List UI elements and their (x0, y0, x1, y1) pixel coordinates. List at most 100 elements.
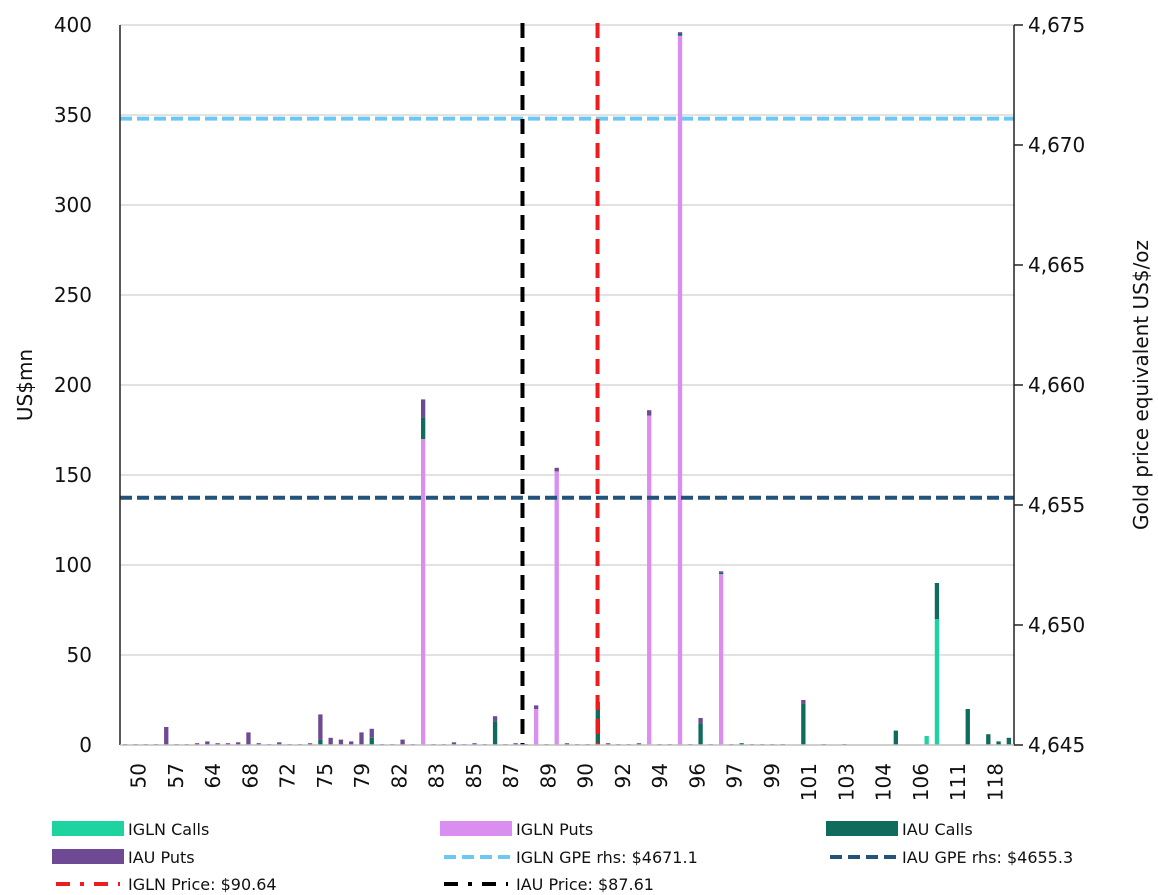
bar-iauPuts (605, 743, 611, 745)
bar-iauPuts (451, 742, 457, 745)
x-tick-label: 90 (574, 763, 598, 788)
left-axis-ticks: 0 50 100 150 200 250 300 350 400 (54, 13, 92, 757)
bar-iauPuts (256, 743, 261, 745)
y-tick-label: 150 (54, 463, 92, 487)
bar-iauCalls (739, 743, 744, 745)
y-tick-label: 200 (54, 373, 92, 397)
bar-iauPuts (369, 728, 374, 738)
x-tick-label: 96 (685, 763, 709, 788)
bar-iauPuts (718, 571, 724, 573)
bar-iauPuts (420, 399, 426, 418)
x-tick-label: 50 (127, 763, 151, 788)
y-tick-label: 50 (67, 643, 92, 667)
y-tick-label: 0 (79, 733, 92, 757)
bar-iglnPuts (554, 471, 559, 745)
bar-iauCalls (369, 737, 374, 745)
x-tick-label: 85 (462, 763, 486, 788)
x-tick-label: 118 (983, 763, 1007, 801)
legend-swatch (52, 821, 124, 836)
x-tick-label: 87 (499, 763, 523, 788)
bar-iauPuts (215, 743, 220, 745)
legend-label: IGLN Puts (516, 820, 593, 839)
bar-iauPuts (564, 743, 570, 745)
x-tick-label: 68 (238, 763, 262, 788)
y-tick-label: 250 (54, 283, 92, 307)
y-tick-label: 100 (54, 553, 92, 577)
x-tick-label: 111 (946, 763, 970, 801)
bar-iauCalls (801, 703, 806, 745)
bar-iauPuts (246, 732, 251, 745)
bar-iauPuts (349, 741, 354, 745)
bar-iauCalls (986, 734, 991, 745)
legend-label: IGLN Calls (128, 820, 209, 839)
right-axis-title: Gold price equivalent US$/oz (1129, 240, 1153, 530)
y2-tick-label: 4,660 (1028, 373, 1085, 397)
bar-iauPuts (236, 742, 241, 745)
bar-iglnCalls (924, 736, 929, 745)
bar-iglnPuts (677, 35, 683, 746)
right-axis-ticks: 4,645 4,650 4,655 4,660 4,665 4,670 4,675 (1014, 13, 1085, 757)
y2-tick-label: 4,655 (1028, 493, 1085, 517)
bar-iglnCalls (934, 619, 940, 745)
bar-iauPuts (194, 743, 200, 745)
x-tick-label: 97 (723, 763, 747, 788)
bar-iauPuts (205, 741, 210, 745)
bar-iglnPuts (420, 439, 426, 745)
bar-iauPuts (677, 32, 683, 34)
bar-iauPuts (328, 737, 333, 745)
x-tick-label: 99 (760, 763, 784, 788)
legend-label: IAU Calls (902, 820, 973, 839)
x-tick-label: 92 (611, 763, 635, 788)
bar-iauCalls (492, 721, 498, 745)
legend-label: IAU Price: $87.61 (516, 875, 654, 894)
x-tick-label: 83 (425, 763, 449, 788)
x-tick-label: 104 (872, 763, 896, 801)
y-tick-label: 350 (54, 103, 92, 127)
bar-iauCalls (698, 723, 703, 745)
x-tick-label: 106 (909, 763, 933, 801)
x-tick-label: 89 (536, 763, 560, 788)
x-tick-label: 103 (834, 763, 858, 801)
y2-tick-label: 4,650 (1028, 613, 1085, 637)
bar-iauPuts (472, 743, 477, 745)
x-tick-label: 64 (201, 763, 225, 788)
bar-iauPuts (534, 705, 539, 709)
reference-lines (120, 23, 1014, 745)
x-tick-label: 101 (797, 763, 821, 801)
bar-iauPuts (513, 743, 518, 745)
x-tick-label: 82 (387, 763, 411, 788)
bar-iauPuts (698, 718, 703, 724)
y-tick-label: 400 (54, 13, 92, 37)
x-tick-label: 94 (648, 763, 672, 788)
x-tick-label: 75 (313, 763, 337, 788)
bar-iauPuts (359, 732, 364, 745)
y2-tick-label: 4,665 (1028, 253, 1085, 277)
x-tick-label: 79 (350, 763, 374, 788)
bar-iauPuts (277, 742, 282, 745)
x-tick-label: 57 (164, 763, 188, 788)
x-axis-ticks: 50 57 64 68 72 75 79 82 83 85 87 89 90 92 94 96 97 99 101 1… (127, 763, 1008, 801)
bar-iauCalls (965, 709, 970, 745)
bar-iauPuts (636, 743, 642, 745)
left-axis-title: US$mn (13, 349, 37, 421)
bar-iglnPuts (647, 415, 652, 745)
legend: IGLN Calls IGLN Puts IAU Calls IAU Puts IGLN… (52, 820, 1073, 894)
legend-label: IAU Puts (128, 848, 195, 867)
y2-tick-label: 4,645 (1028, 733, 1085, 757)
y2-tick-label: 4,675 (1028, 13, 1085, 37)
bar-iauPuts (554, 467, 559, 472)
gridlines (120, 24, 1014, 656)
y-tick-label: 300 (54, 193, 92, 217)
bar-iauCalls (996, 741, 1001, 745)
bar-iauPuts (338, 739, 344, 745)
legend-swatch (826, 821, 898, 836)
bar-iauPuts (400, 739, 405, 745)
bar-iglnPuts (534, 709, 539, 745)
bar-iauPuts (225, 743, 231, 745)
bar-iauPuts (164, 727, 169, 745)
bar-iauPuts (647, 410, 652, 416)
legend-swatch (440, 821, 512, 836)
bar-iauCalls (677, 34, 683, 36)
x-tick-label: 72 (276, 763, 300, 788)
